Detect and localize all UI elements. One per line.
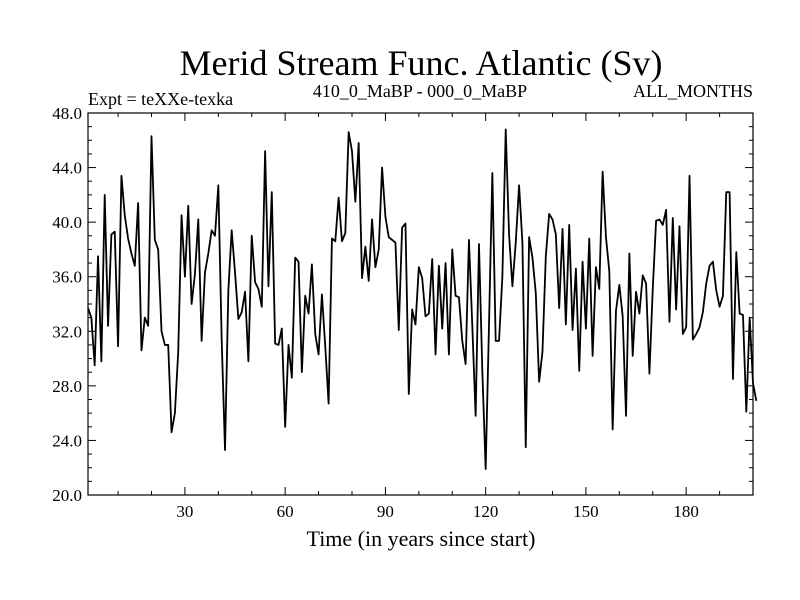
y-axis: 20.0 24.0 28.0 32.0 36.0 40.0 44.0 48.0 xyxy=(52,104,753,505)
plot-frame xyxy=(87,112,754,496)
x-tick-label: 30 xyxy=(176,502,193,521)
y-tick-label: 36.0 xyxy=(52,268,82,287)
period-label: 410_0_MaBP - 000_0_MaBP xyxy=(313,81,527,101)
y-tick-label: 20.0 xyxy=(52,486,82,505)
x-tick-label: 60 xyxy=(277,502,294,521)
y-tick-label: 48.0 xyxy=(52,104,82,123)
data-series xyxy=(87,128,758,470)
y-tick-label: 44.0 xyxy=(52,159,82,178)
series-line xyxy=(87,128,758,470)
x-tick-label: 90 xyxy=(377,502,394,521)
y-tick-label: 24.0 xyxy=(52,431,82,450)
plot-area: 20.0 24.0 28.0 32.0 36.0 40.0 44.0 48.0 30 60 90 1… xyxy=(52,104,758,521)
x-tick-label: 150 xyxy=(573,502,599,521)
experiment-label: Expt = teXXe-texka xyxy=(88,89,233,109)
y-tick-label: 28.0 xyxy=(52,377,82,396)
y-tick-label: 40.0 xyxy=(52,213,82,232)
x-axis-label: Time (in years since start) xyxy=(307,526,536,551)
chart-title: Merid Stream Func. Atlantic (Sv) xyxy=(180,43,663,83)
y-tick-label: 32.0 xyxy=(52,322,82,341)
x-tick-label: 120 xyxy=(473,502,499,521)
x-tick-label: 180 xyxy=(673,502,699,521)
x-axis: 30 60 90 120 150 180 xyxy=(117,113,721,521)
months-label: ALL_MONTHS xyxy=(633,81,753,101)
